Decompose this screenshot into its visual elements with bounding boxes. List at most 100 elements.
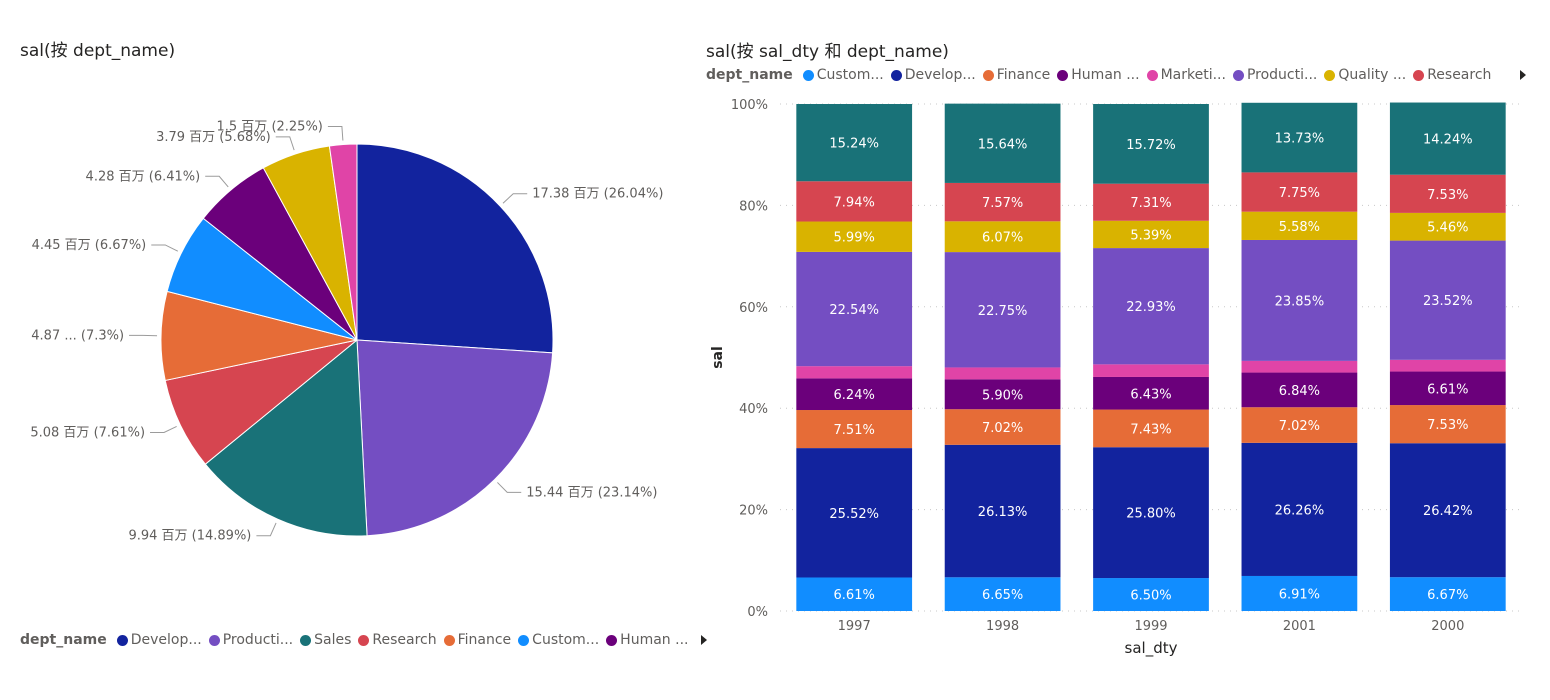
bar-segment-quality-management-2001[interactable] (1241, 211, 1358, 240)
bar-legend-marker (982, 69, 994, 81)
bar-segment-finance-2000[interactable] (1389, 405, 1506, 444)
bar-segment-sales-1997[interactable] (796, 104, 913, 182)
bar-legend-marker (890, 69, 902, 81)
bar-segment-sales-2001[interactable] (1241, 102, 1358, 173)
bar-segment-finance-2001[interactable] (1241, 407, 1358, 443)
bar-segment-sales-2000[interactable] (1389, 102, 1506, 175)
pie-legend-label: Custom... (532, 632, 600, 648)
bar-data-label-sales-2001: 13.73% (1275, 132, 1325, 147)
bar-segment-production-1998[interactable] (944, 252, 1061, 368)
bar-segment-marketing-1999[interactable] (1093, 364, 1209, 377)
bar-segment-human-resources-1997[interactable] (796, 378, 913, 411)
bar-segment-production-2001[interactable] (1241, 239, 1358, 361)
pie-slice-development[interactable] (356, 143, 554, 354)
bar-data-label-sales-1997: 15.24% (829, 137, 879, 152)
bar-segment-sales-1998[interactable] (944, 103, 1061, 183)
bar-segment-quality-management-1998[interactable] (944, 221, 1061, 253)
bar-segment-quality-management-1997[interactable] (796, 221, 913, 252)
bar-segment-research-1997[interactable] (796, 181, 913, 222)
bar-segment-production-2000[interactable] (1389, 240, 1506, 360)
bar-segment-quality-management-2000[interactable] (1389, 212, 1506, 241)
bar-segment-development-2000[interactable] (1389, 443, 1506, 578)
bar-segment-customer-service-2001[interactable] (1241, 575, 1358, 611)
pie-slice-marketing[interactable] (328, 143, 358, 341)
pie-legend-item-research[interactable]: Research (358, 632, 437, 648)
pie-legend-item-human-resources[interactable]: Human ... (606, 632, 688, 648)
pie-leader-line (327, 126, 344, 141)
bar-segment-development-1998[interactable] (944, 444, 1061, 578)
pie-legend-item-customer-service[interactable]: Custom... (518, 632, 599, 648)
bar-segment-research-2000[interactable] (1389, 174, 1506, 213)
bar-chart-title: sal(按 sal_dty 和 dept_name) (706, 42, 949, 62)
pie-legend-marker (208, 634, 220, 646)
bar-segment-research-1998[interactable] (944, 182, 1061, 222)
bar-segment-marketing-1998[interactable] (944, 367, 1061, 380)
pie-chart-title: sal(按 dept_name) (20, 41, 176, 61)
bar-segment-human-resources-2001[interactable] (1241, 372, 1358, 408)
x-tick-label-2001: 2001 (1283, 619, 1316, 634)
bar-data-label-quality-management-2001: 5.58% (1279, 220, 1320, 235)
bar-data-label-research-2001: 7.75% (1279, 186, 1320, 201)
y-tick-label: 80% (739, 199, 768, 214)
bar-segment-sales-1999[interactable] (1093, 104, 1209, 184)
bar-legend-item-marketing[interactable]: Marketi... (1146, 67, 1226, 83)
bar-segment-development-2001[interactable] (1241, 442, 1358, 576)
x-tick-label-1997: 1997 (838, 619, 871, 634)
bar-segment-customer-service-1998[interactable] (944, 577, 1061, 611)
bar-data-label-development-1998: 26.13% (978, 505, 1028, 520)
pie-slice-research[interactable] (164, 339, 358, 465)
bar-segment-finance-1999[interactable] (1093, 409, 1209, 448)
bar-legend-item-development[interactable]: Develop... (890, 67, 976, 83)
pie-slice-sales[interactable] (204, 338, 368, 537)
bar-legend-marker (1232, 69, 1244, 81)
bar-segment-development-1997[interactable] (796, 448, 913, 578)
bar-segment-quality-management-1999[interactable] (1093, 220, 1209, 249)
bar-legend-item-finance[interactable]: Finance (982, 67, 1050, 83)
bar-legend-item-customer-service[interactable]: Custom... (802, 67, 884, 83)
bar-segment-development-1999[interactable] (1093, 447, 1209, 579)
bar-segment-human-resources-1998[interactable] (944, 379, 1061, 410)
bar-data-label-customer-service-1997: 6.61% (834, 588, 875, 603)
bar-segment-marketing-2000[interactable] (1389, 359, 1506, 372)
bar-segment-human-resources-1999[interactable] (1093, 376, 1209, 410)
bar-segment-research-2001[interactable] (1241, 172, 1358, 212)
bar-legend-item-production[interactable]: Producti... (1232, 67, 1317, 83)
bar-segment-research-1999[interactable] (1093, 183, 1209, 221)
bar-segment-customer-service-1999[interactable] (1093, 578, 1209, 611)
bar-segment-customer-service-1997[interactable] (796, 577, 913, 611)
bar-data-label-development-2001: 26.26% (1275, 503, 1325, 518)
bar-segment-finance-1998[interactable] (944, 409, 1061, 445)
y-tick-label: 20% (739, 504, 768, 519)
x-axis-title: sal_dty (1125, 639, 1178, 658)
pie-legend-marker (116, 634, 128, 646)
pie-legend-item-development[interactable]: Develop... (116, 632, 202, 648)
bar-segment-finance-1997[interactable] (796, 410, 913, 449)
bar-legend-item-human-resources[interactable]: Human ... (1057, 67, 1140, 83)
x-tick-label-2000: 2000 (1431, 619, 1464, 634)
bar-legend-label: Marketi... (1160, 67, 1226, 83)
bar-legend-next-arrow-icon[interactable] (1520, 70, 1527, 80)
pie-slice-production[interactable] (356, 339, 554, 537)
pie-legend-label: Develop... (130, 632, 202, 648)
bar-segment-customer-service-2000[interactable] (1389, 577, 1506, 611)
bar-data-labels: 6.61% 25.52% 7.51% 6.24% 22.54% 5.99% 7.94% 15.… (829, 132, 1472, 604)
pie-legend-item-production[interactable]: Producti... (208, 632, 293, 648)
pie-legend-item-sales[interactable]: Sales (300, 632, 351, 648)
pie-legend-label: Research (372, 632, 437, 648)
bar-segment-human-resources-2000[interactable] (1389, 371, 1506, 406)
bar-data-label-human-resources-2000: 6.61% (1427, 382, 1468, 397)
pie-legend-item-finance[interactable]: Finance (443, 632, 511, 648)
pie-data-label-customer-service: 4.45 百万 (6.67%) (32, 238, 147, 253)
bar-segment-marketing-2001[interactable] (1241, 360, 1358, 373)
bar-data-label-production-1999: 22.93% (1126, 300, 1176, 315)
pie-legend-title: dept_name (20, 632, 107, 648)
bar-legend-item-quality-management[interactable]: Quality ... (1324, 67, 1406, 83)
bar-data-label-quality-management-1997: 5.99% (834, 231, 875, 246)
bar-segment-production-1999[interactable] (1093, 248, 1209, 365)
bar-data-label-production-2001: 23.85% (1275, 294, 1325, 309)
bar-segment-marketing-1997[interactable] (796, 366, 913, 379)
pie-legend-next-arrow-icon[interactable] (701, 635, 708, 645)
bar-legend-item-research[interactable]: Research (1413, 67, 1491, 83)
bar-segment-production-1997[interactable] (796, 251, 913, 367)
bar-data-label-research-1998: 7.57% (982, 196, 1023, 211)
